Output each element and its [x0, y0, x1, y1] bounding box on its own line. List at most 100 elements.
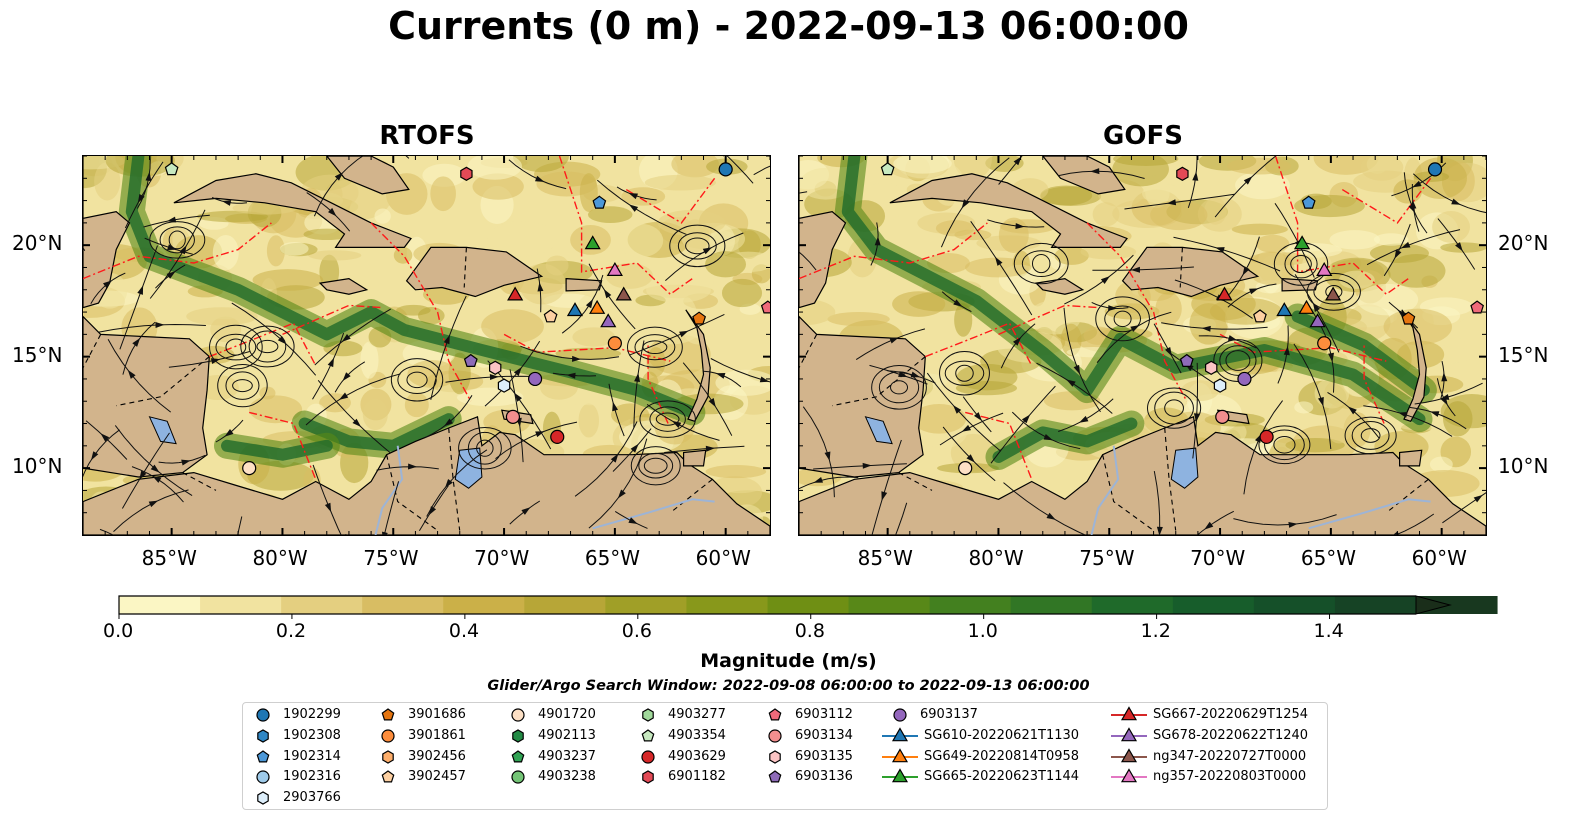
- platform-1902314: [1301, 195, 1316, 209]
- legend-label: 4903354: [668, 727, 726, 743]
- colorbar-segment: [362, 596, 444, 614]
- land-hispaniola: [405, 246, 544, 298]
- legend-marker: [381, 770, 395, 783]
- colorbar-segment: [1172, 596, 1255, 614]
- lake-nicaragua: [864, 416, 893, 445]
- colorbar-tick-label: 0.0: [103, 620, 134, 642]
- land-puerto-rico: [565, 277, 603, 292]
- colorbar-tick-label: 0.6: [621, 620, 653, 642]
- platform-SG649-20220814T0958: [589, 299, 606, 314]
- colorbar-segment: [1010, 596, 1093, 614]
- land: [799, 156, 1486, 535]
- legend-marker: [642, 770, 654, 785]
- legend-label: 4902113: [538, 727, 596, 743]
- legend-label: 6903137: [920, 707, 978, 722]
- legend-label: 3901861: [408, 727, 466, 743]
- panel-title-gofs: GOFS: [1103, 121, 1183, 151]
- legend-marker: [256, 770, 270, 784]
- land-jamaica: [1034, 277, 1085, 295]
- platform-ng357-20220803T0000: [1316, 262, 1333, 277]
- colorbar-label: Magnitude (m/s): [700, 650, 877, 672]
- legend-marker: [511, 708, 525, 722]
- legend-marker: [257, 729, 269, 743]
- lat-tick-label: 10°N: [1498, 454, 1549, 479]
- platform-4903629: [550, 429, 565, 445]
- platform-SG649-20220814T0958: [1298, 299, 1315, 314]
- legend-label: 3902456: [408, 748, 466, 764]
- platform-ng347-20220727T0000: [615, 286, 632, 301]
- colorbar-segment: [281, 596, 363, 614]
- legend-marker: [1120, 747, 1138, 762]
- legend-label: 4903237: [538, 748, 596, 764]
- legend-marker: [1120, 768, 1138, 783]
- platform-SG665-20220623T1144: [1293, 235, 1311, 250]
- platform-2903766: [497, 378, 511, 393]
- legend-marker: [893, 708, 907, 722]
- platform-3902457: [543, 309, 558, 323]
- platform-6903136: [463, 353, 478, 367]
- land-jamaica: [318, 277, 369, 295]
- platform-4903354: [880, 162, 895, 176]
- colorbar-segment: [200, 596, 282, 614]
- panel-title-rtofs: RTOFS: [379, 121, 475, 151]
- lat-tick-label: 15°N: [12, 342, 63, 367]
- colorbar-segment: [1416, 596, 1498, 614]
- platform-6903134: [1215, 409, 1230, 424]
- platform-2903766: [1213, 378, 1227, 393]
- platform-3901861: [607, 336, 622, 351]
- lat-tick-label: 10°N: [12, 454, 63, 479]
- lon-tick-label: 80°W: [968, 546, 1024, 570]
- colorbar-segment: [686, 596, 768, 614]
- legend-label: 6903134: [795, 727, 853, 743]
- land-yucatan: [799, 156, 847, 309]
- lat-tick-label: 20°N: [12, 231, 63, 256]
- gofs-map: [798, 155, 1487, 536]
- legend-marker: [1120, 727, 1138, 742]
- legend-label: 6901182: [668, 769, 726, 785]
- land-central-america: [83, 315, 210, 478]
- colorbar-extend-arrow: [1415, 595, 1452, 615]
- platform-6903135: [489, 360, 502, 375]
- legend-marker: [257, 791, 269, 805]
- lon-tick-label: 70°W: [1190, 546, 1246, 570]
- legend-label: 6903135: [795, 748, 853, 764]
- colorbar-segment: [119, 596, 201, 614]
- platform-SG610-20220621T1130: [1276, 302, 1293, 317]
- colorbar-tick-label: 0.4: [448, 620, 480, 642]
- platform-SG610-20220621T1130: [566, 302, 584, 317]
- eez-boundaries: [83, 156, 716, 480]
- land-bahamas: [326, 156, 410, 195]
- legend-marker: [768, 770, 782, 783]
- streamlines: [83, 156, 770, 535]
- legend-label: 3901686: [408, 707, 466, 722]
- legend-label: SG649-20220814T0958: [924, 748, 1080, 764]
- land-yucatan: [83, 156, 131, 309]
- lon-tick-label: 85°W: [857, 546, 913, 570]
- legend-label: 4903277: [668, 707, 726, 722]
- platform-6903134: [505, 409, 521, 424]
- legend-label: 4903238: [538, 769, 596, 785]
- platform-SG665-20220623T1144: [584, 235, 601, 250]
- frame-ticks: [83, 156, 770, 535]
- legend-label: ng357-20220803T0000: [1153, 769, 1307, 785]
- colorbar-segment: [443, 596, 525, 614]
- colorbar-tick-label: 1.4: [1313, 620, 1344, 642]
- lake-nicaragua: [148, 416, 177, 445]
- search-window-caption: Glider/Argo Search Window: 2022-09-08 06…: [487, 678, 1090, 694]
- colorbar-segment: [767, 596, 850, 614]
- platform-SG667-20220629T1254: [507, 286, 524, 301]
- rtofs-map: [82, 155, 771, 536]
- legend-marker: [256, 749, 270, 763]
- legend-label: ng347-20220727T0000: [1153, 748, 1307, 764]
- platform-4901720: [242, 461, 257, 476]
- colorbar-segment: [1253, 596, 1336, 614]
- platform-6903135: [1205, 360, 1218, 375]
- streamlines: [799, 156, 1486, 535]
- platform-4901720: [958, 461, 973, 476]
- platform-SG678-20220622T1240: [1309, 313, 1326, 328]
- legend-label: 4901720: [538, 707, 596, 722]
- platform-ng357-20220803T0000: [606, 262, 623, 277]
- lon-tick-label: 75°W: [363, 546, 419, 570]
- colorbar-segment: [605, 596, 687, 614]
- legend-marker: [382, 749, 394, 764]
